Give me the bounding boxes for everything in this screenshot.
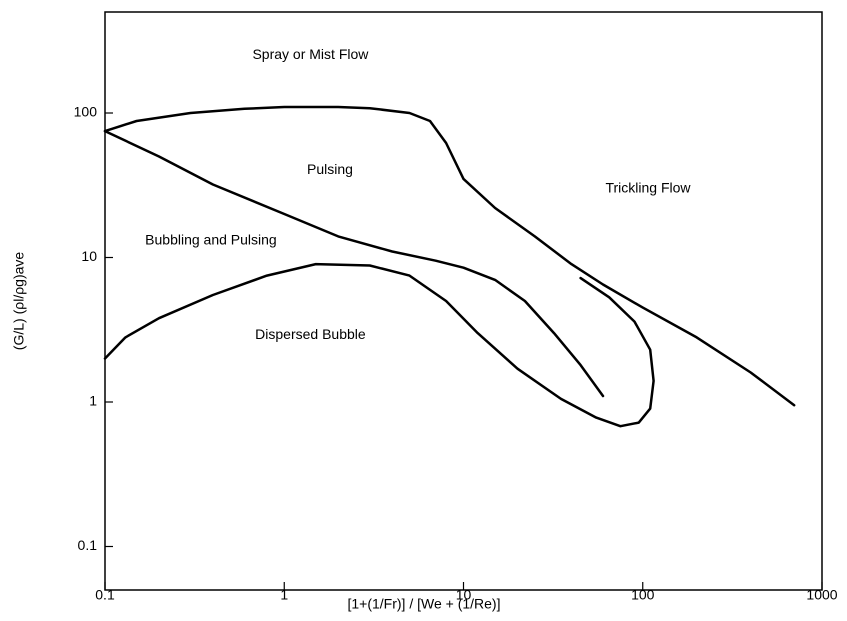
- x-tick-label: 1000: [806, 587, 837, 603]
- y-tick-label: 1: [89, 393, 97, 409]
- region-label: Bubbling and Pulsing: [145, 232, 277, 248]
- region-label: Spray or Mist Flow: [252, 46, 369, 62]
- y-tick-label: 0.1: [78, 537, 98, 553]
- x-axis-label: [1+(1/Fr)] / [We + (1/Re)]: [347, 596, 500, 612]
- boundary-curve: [103, 129, 605, 398]
- x-tick-label: 10: [456, 587, 472, 603]
- plot-frame: [104, 11, 823, 591]
- y-tick-label: 100: [74, 104, 98, 120]
- boundary-curve: [103, 105, 796, 407]
- x-tick-label: 1: [280, 587, 288, 603]
- y-tick-label: 10: [81, 248, 97, 264]
- boundary-curve: [103, 262, 655, 428]
- x-tick-label: 100: [631, 587, 655, 603]
- region-label: Pulsing: [307, 161, 353, 177]
- y-axis-label: (G/L) (ρl/ρg)ave: [11, 252, 27, 351]
- region-label: Trickling Flow: [605, 179, 691, 195]
- x-tick-label: 0.1: [95, 587, 115, 603]
- region-label: Dispersed Bubble: [255, 326, 366, 342]
